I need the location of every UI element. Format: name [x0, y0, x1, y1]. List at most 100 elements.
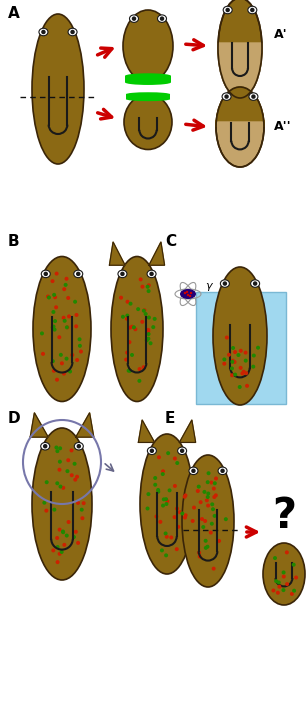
Ellipse shape — [158, 520, 162, 524]
Ellipse shape — [244, 351, 248, 355]
Ellipse shape — [292, 589, 296, 593]
Ellipse shape — [74, 325, 78, 328]
Ellipse shape — [51, 325, 55, 329]
Ellipse shape — [55, 536, 59, 540]
Ellipse shape — [40, 332, 44, 335]
Ellipse shape — [111, 256, 163, 401]
Ellipse shape — [160, 548, 164, 553]
Ellipse shape — [285, 551, 289, 554]
Ellipse shape — [143, 308, 147, 312]
Ellipse shape — [238, 385, 242, 389]
Ellipse shape — [66, 296, 70, 300]
Ellipse shape — [222, 93, 231, 101]
Ellipse shape — [203, 519, 207, 523]
Ellipse shape — [65, 325, 69, 329]
Ellipse shape — [164, 502, 168, 506]
Ellipse shape — [44, 509, 48, 513]
Ellipse shape — [204, 539, 208, 543]
Ellipse shape — [140, 434, 194, 574]
Ellipse shape — [274, 579, 278, 583]
Ellipse shape — [63, 319, 67, 323]
Ellipse shape — [76, 272, 80, 276]
Ellipse shape — [244, 358, 248, 363]
Ellipse shape — [209, 481, 213, 484]
Ellipse shape — [138, 367, 142, 371]
Text: A'': A'' — [274, 120, 292, 134]
Ellipse shape — [231, 359, 235, 363]
Ellipse shape — [147, 315, 151, 320]
Ellipse shape — [164, 553, 168, 558]
Polygon shape — [216, 87, 264, 127]
Ellipse shape — [43, 501, 46, 505]
Ellipse shape — [196, 489, 200, 493]
Ellipse shape — [206, 491, 210, 496]
Ellipse shape — [191, 469, 196, 473]
Ellipse shape — [187, 294, 189, 296]
Ellipse shape — [51, 279, 55, 283]
Ellipse shape — [186, 291, 188, 294]
Ellipse shape — [128, 340, 132, 344]
Ellipse shape — [172, 515, 176, 519]
Ellipse shape — [59, 484, 63, 489]
Ellipse shape — [142, 365, 146, 369]
Ellipse shape — [231, 346, 235, 350]
Ellipse shape — [62, 287, 66, 291]
Ellipse shape — [180, 448, 184, 453]
Ellipse shape — [209, 531, 213, 534]
Ellipse shape — [75, 474, 79, 479]
Ellipse shape — [73, 462, 77, 466]
Ellipse shape — [74, 443, 83, 450]
Bar — [126, 94, 170, 99]
Text: B: B — [8, 234, 20, 249]
Ellipse shape — [290, 592, 294, 596]
Ellipse shape — [214, 477, 218, 481]
Ellipse shape — [124, 94, 172, 149]
Ellipse shape — [126, 300, 130, 303]
Ellipse shape — [53, 327, 57, 332]
Ellipse shape — [74, 270, 83, 277]
Bar — [125, 76, 171, 82]
Ellipse shape — [65, 534, 69, 538]
Ellipse shape — [128, 302, 132, 306]
Text: A: A — [8, 6, 20, 21]
Ellipse shape — [223, 282, 227, 286]
Ellipse shape — [175, 547, 179, 551]
Ellipse shape — [45, 480, 49, 484]
Ellipse shape — [213, 267, 267, 405]
Ellipse shape — [124, 358, 128, 362]
Ellipse shape — [201, 525, 205, 529]
Ellipse shape — [61, 530, 65, 534]
Ellipse shape — [178, 447, 187, 455]
Ellipse shape — [212, 486, 216, 491]
Ellipse shape — [239, 348, 243, 353]
Ellipse shape — [213, 482, 217, 485]
Ellipse shape — [67, 520, 71, 524]
Ellipse shape — [39, 28, 48, 36]
Ellipse shape — [51, 548, 55, 553]
Ellipse shape — [41, 270, 50, 277]
Ellipse shape — [184, 513, 188, 517]
Ellipse shape — [198, 555, 202, 558]
Ellipse shape — [157, 15, 167, 23]
Ellipse shape — [278, 585, 282, 589]
Ellipse shape — [282, 588, 286, 592]
Ellipse shape — [207, 471, 211, 475]
Ellipse shape — [127, 369, 131, 372]
Ellipse shape — [52, 293, 56, 297]
Text: E: E — [165, 411, 175, 426]
Ellipse shape — [211, 507, 215, 511]
Ellipse shape — [245, 384, 249, 388]
Ellipse shape — [62, 372, 66, 376]
Ellipse shape — [32, 428, 92, 580]
Ellipse shape — [204, 546, 208, 550]
Ellipse shape — [210, 503, 214, 506]
Ellipse shape — [216, 87, 264, 167]
Ellipse shape — [43, 272, 48, 276]
Ellipse shape — [147, 289, 151, 293]
Ellipse shape — [251, 279, 260, 287]
Ellipse shape — [205, 545, 209, 548]
Ellipse shape — [282, 570, 286, 574]
Ellipse shape — [51, 359, 55, 363]
Ellipse shape — [60, 550, 64, 554]
Ellipse shape — [68, 370, 72, 374]
